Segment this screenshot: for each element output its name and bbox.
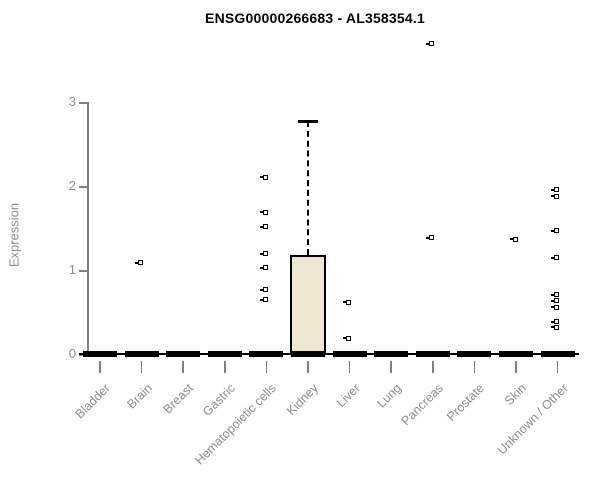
outlier-point [259, 174, 268, 180]
median-line [287, 353, 329, 355]
outlier-point [343, 299, 352, 305]
x-axis-tick [265, 361, 268, 373]
median-line [328, 353, 371, 355]
median-line [162, 353, 205, 355]
outlier-point [259, 287, 268, 293]
x-axis-tick [182, 361, 184, 373]
outlier-point [343, 335, 352, 341]
outlier-point [551, 255, 560, 261]
y-axis-tick [79, 270, 87, 272]
y-tick-label: 1 [68, 262, 76, 277]
median-line [453, 353, 496, 355]
y-tick-label: 3 [68, 94, 76, 109]
y-axis-line [87, 102, 89, 355]
outlier-point [259, 297, 268, 303]
x-axis-tick [432, 361, 434, 373]
x-axis-tick [140, 361, 143, 373]
x-axis-tick [473, 361, 476, 373]
y-tick-label: 0 [68, 346, 76, 361]
outlier-point [551, 304, 560, 310]
upper-whisker-cap [298, 120, 318, 123]
outlier-point [259, 209, 268, 215]
median-line [120, 353, 163, 355]
outlier-point [551, 228, 560, 234]
outlier-point [135, 260, 144, 266]
outlier-point [509, 236, 518, 242]
chart-title: ENSG00000266683 - AL358354.1 [205, 10, 425, 26]
x-axis-tick [515, 361, 517, 373]
y-tick-label: 2 [68, 178, 76, 193]
outlier-point [426, 235, 435, 241]
x-axis-tick [224, 361, 226, 373]
box-Kidney [290, 254, 326, 354]
x-axis-tick [556, 361, 559, 373]
upper-whisker [307, 121, 309, 255]
median-line [536, 353, 579, 355]
median-line [370, 353, 413, 355]
median-line [79, 353, 121, 355]
outlier-point [259, 251, 268, 257]
y-axis-title: Expression [6, 202, 22, 268]
median-line [411, 353, 454, 355]
outlier-point [551, 319, 560, 325]
outlier-point [259, 224, 268, 230]
outlier-point [551, 193, 560, 199]
x-axis-tick [307, 361, 309, 373]
x-axis-tick [390, 361, 392, 373]
outlier-point [426, 41, 435, 47]
outlier-point [551, 187, 560, 193]
y-axis-tick [79, 186, 87, 188]
outlier-point [551, 324, 560, 330]
median-line [245, 353, 288, 355]
outlier-point [259, 265, 268, 271]
outlier-point [551, 292, 560, 298]
x-axis-tick [99, 361, 101, 373]
x-axis-tick [348, 361, 351, 373]
median-line [495, 353, 537, 355]
median-line [203, 353, 246, 355]
outlier-point [551, 298, 560, 304]
y-axis-tick [79, 102, 87, 104]
